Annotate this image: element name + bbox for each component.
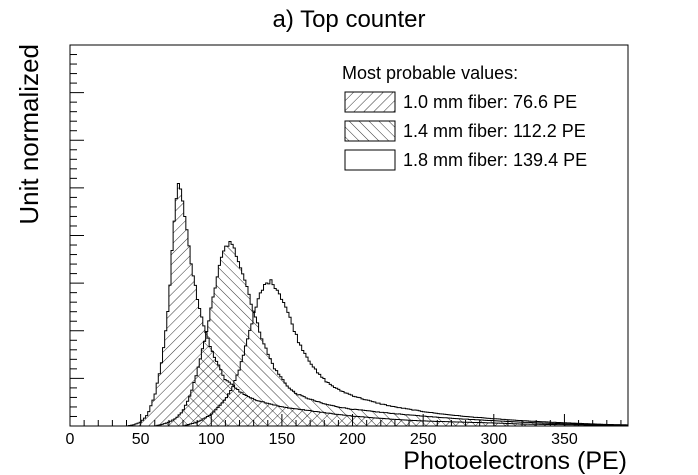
plot-frame <box>69 44 629 427</box>
x-tick-label: 200 <box>339 431 366 448</box>
legend-swatch-3 <box>344 149 396 171</box>
legend-entry-1: 1.0 mm fiber: 76.6 PE <box>344 91 577 113</box>
legend: Most probable values: 1.0 mm fiber: 76.6… <box>342 63 587 171</box>
legend-entry-3: 1.8 mm fiber: 139.4 PE <box>344 149 587 171</box>
x-axis-label: Photoelectrons (PE) <box>403 447 627 475</box>
x-tick-label: 250 <box>410 431 437 448</box>
legend-label-2: 1.4 mm fiber: 112.2 PE <box>403 121 586 141</box>
series-3-histogram <box>182 279 628 426</box>
legend-entry-2: 1.4 mm fiber: 112.2 PE <box>344 120 586 142</box>
x-tick-label: 100 <box>198 431 225 448</box>
x-tick-label: 0 <box>66 431 75 448</box>
legend-label-3: 1.8 mm fiber: 139.4 PE <box>403 150 587 170</box>
x-tick-label: 50 <box>132 431 150 448</box>
x-tick-label: 300 <box>480 431 507 448</box>
series-2-histogram <box>154 240 628 426</box>
x-tick-label: 150 <box>269 431 296 448</box>
legend-swatch-1 <box>344 91 396 113</box>
chart-title: a) Top counter <box>273 6 426 33</box>
y-axis-label: Unit normalized <box>14 44 44 225</box>
legend-swatch-2 <box>344 120 396 142</box>
series-layer <box>126 183 628 426</box>
legend-title: Most probable values: <box>342 63 518 83</box>
x-tick-label: 350 <box>551 431 578 448</box>
legend-label-1: 1.0 mm fiber: 76.6 PE <box>403 92 577 112</box>
tick-layer: 0 50 100 150 200 250 300 350 <box>66 44 622 448</box>
